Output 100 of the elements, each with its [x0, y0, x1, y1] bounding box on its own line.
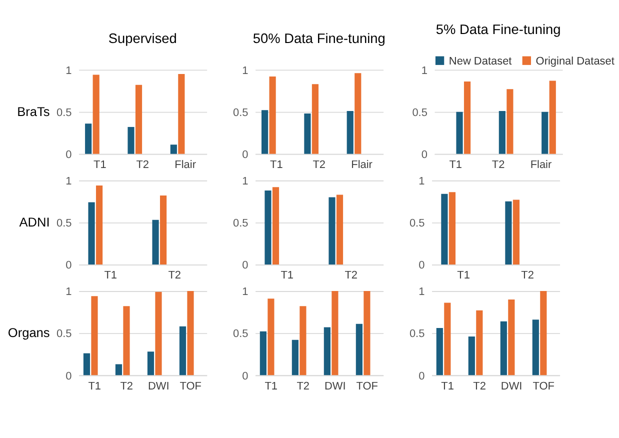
- bar: [464, 82, 471, 154]
- bar: [123, 306, 130, 376]
- x-tick-label: TOF: [532, 380, 555, 392]
- x-tick-label: T1: [94, 159, 106, 172]
- x-tick-label: T2: [296, 380, 310, 392]
- y-tick-label: 1: [421, 64, 428, 77]
- x-tick-label: Flair: [530, 159, 552, 172]
- bar: [83, 353, 90, 376]
- bar: [187, 291, 194, 376]
- y-tick-label: 0.5: [409, 328, 425, 340]
- chart-title: Supervised: [108, 31, 177, 46]
- bar: [476, 310, 483, 376]
- bar: [135, 84, 142, 154]
- x-tick-label: T2: [344, 270, 358, 282]
- y-tick-label: 0.5: [232, 218, 248, 230]
- legend-label: Original Dataset: [536, 55, 614, 68]
- bar: [441, 194, 448, 265]
- y-tick-label: 0: [66, 370, 72, 382]
- y-tick-label: 0.5: [232, 106, 248, 119]
- y-tick-label: 1: [242, 286, 248, 298]
- legend-label: New Dataset: [448, 55, 512, 68]
- x-tick-label: T1: [441, 380, 454, 392]
- bar: [178, 74, 185, 154]
- bar: [85, 124, 92, 154]
- bar: [128, 126, 134, 154]
- bar: [468, 336, 475, 376]
- x-tick-label: T2: [521, 270, 534, 282]
- bar: [508, 299, 515, 376]
- y-tick-label: 1: [66, 176, 72, 188]
- y-tick-label: 0: [66, 149, 72, 161]
- x-tick-label: DWI: [148, 380, 170, 392]
- chart-title: 5% Data Fine-tuning: [436, 22, 561, 38]
- chart-title: 50% Data Fine-tuning: [252, 31, 386, 46]
- y-tick-label: 0.5: [56, 106, 72, 119]
- bar: [260, 331, 266, 376]
- x-tick-label: T1: [280, 270, 294, 282]
- bar: [115, 364, 122, 376]
- bar: [262, 110, 268, 154]
- bar: [336, 194, 344, 265]
- bar: [346, 110, 354, 154]
- y-tick-label: 1: [66, 64, 72, 77]
- y-tick-label: 0.5: [412, 106, 428, 119]
- bar: [152, 220, 159, 265]
- y-tick-label: 1: [418, 286, 425, 298]
- y-tick-label: 1: [242, 176, 248, 188]
- y-tick-label: 1: [66, 286, 72, 298]
- bar: [300, 306, 306, 376]
- bar: [354, 73, 362, 154]
- y-tick-label: 0: [418, 260, 425, 272]
- bar: [292, 340, 298, 376]
- y-tick-label: 0: [242, 149, 248, 161]
- y-axis-title: ADNI: [19, 214, 50, 230]
- x-tick-label: Flair: [174, 159, 196, 172]
- x-tick-label: TOF: [180, 380, 202, 392]
- bar: [272, 187, 280, 265]
- x-tick-label: T1: [449, 159, 462, 172]
- x-tick-label: T2: [473, 380, 486, 392]
- y-axis-title: Organs: [8, 325, 50, 340]
- bar: [324, 327, 330, 376]
- y-tick-label: 0: [66, 260, 72, 272]
- x-tick-label: T2: [492, 159, 505, 172]
- x-tick-label: T1: [88, 380, 102, 392]
- x-tick-label: Flair: [351, 159, 373, 172]
- bar: [269, 76, 276, 154]
- bar: [91, 296, 98, 376]
- bar: [170, 144, 177, 154]
- bar: [364, 291, 370, 376]
- bar: [96, 185, 103, 265]
- bar: [436, 328, 443, 376]
- bar: [448, 192, 456, 265]
- bar: [304, 114, 311, 154]
- x-tick-label: T1: [457, 270, 470, 282]
- x-tick-label: T1: [270, 159, 283, 172]
- x-tick-label: T1: [104, 270, 118, 282]
- x-tick-label: T1: [264, 380, 278, 392]
- y-tick-label: 0.5: [56, 328, 72, 340]
- bar: [332, 291, 338, 376]
- bar: [500, 321, 507, 376]
- bar: [92, 74, 100, 154]
- bar: [155, 292, 162, 376]
- bar: [456, 112, 463, 154]
- bar: [160, 196, 167, 265]
- y-tick-label: 1: [242, 64, 248, 77]
- x-tick-label: T2: [312, 159, 326, 172]
- bar: [268, 298, 274, 376]
- bar: [498, 110, 506, 154]
- bar: [179, 326, 186, 376]
- y-tick-label: 0.5: [409, 218, 425, 230]
- bar: [328, 197, 336, 265]
- y-tick-label: 0: [242, 260, 248, 272]
- x-tick-label: DWI: [500, 380, 522, 392]
- x-tick-label: T2: [168, 270, 182, 282]
- bar: [147, 352, 154, 376]
- bar: [549, 80, 556, 154]
- y-tick-label: 0: [242, 370, 248, 382]
- bar: [532, 320, 539, 376]
- y-tick-label: 1: [418, 176, 425, 188]
- bar: [356, 324, 362, 376]
- bar: [506, 89, 514, 154]
- x-tick-label: DWI: [324, 380, 346, 392]
